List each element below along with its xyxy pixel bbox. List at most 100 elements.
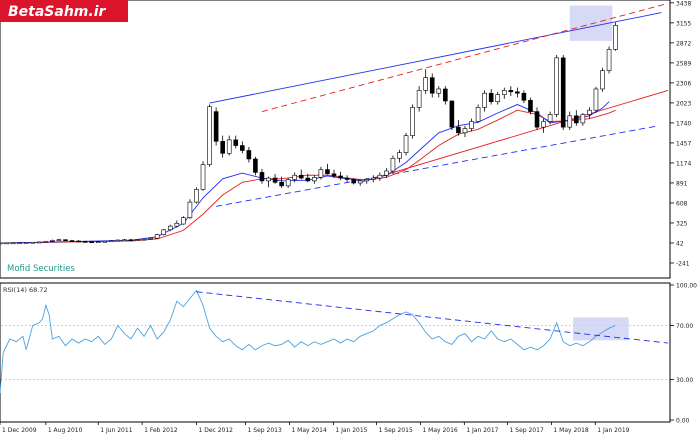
- candle-body: [240, 145, 245, 151]
- candle-body: [462, 128, 468, 134]
- main-trendlines: [209, 2, 669, 207]
- candle-body: [508, 90, 514, 93]
- candle-body: [534, 111, 540, 128]
- candle-body: [384, 170, 389, 176]
- candle-body: [475, 107, 481, 122]
- y-tick-label: 1457: [676, 140, 691, 147]
- candle-body: [128, 239, 134, 242]
- candle-body: [587, 109, 592, 115]
- candle-body: [253, 158, 258, 173]
- candle-body: [279, 182, 284, 187]
- candle-body: [135, 239, 140, 241]
- y-tick-label: 2306: [676, 80, 691, 87]
- candle-body: [331, 173, 337, 177]
- candle-body: [403, 135, 409, 153]
- x-tick-label: 1 Jan 2019: [597, 427, 629, 434]
- candle-body: [449, 100, 455, 128]
- x-tick-label: 1 Dec 2012: [198, 427, 233, 434]
- candle-body: [567, 115, 573, 128]
- candle-body: [292, 174, 298, 180]
- candle-body: [390, 157, 396, 172]
- candle-body: [161, 229, 167, 235]
- candle-body: [613, 25, 618, 50]
- watermark: BetaSahm.ir: [0, 0, 128, 22]
- candle-body: [593, 88, 599, 111]
- x-tick-label: 1 Feb 2012: [144, 427, 178, 434]
- x-tick-label: 1 Dec 2009: [2, 427, 37, 434]
- y-tick-label: -241: [676, 260, 690, 267]
- candle-body: [436, 88, 442, 94]
- candle-body: [167, 225, 173, 231]
- candle-body: [370, 177, 376, 180]
- x-tick-label: 1 Jan 2015: [335, 427, 367, 434]
- candle-body: [285, 179, 291, 187]
- x-tick-label: 1 Sep 2015: [379, 427, 413, 434]
- candle-body: [43, 240, 49, 243]
- candle-body: [515, 91, 520, 94]
- candle-body: [23, 242, 29, 244]
- candle-body: [574, 115, 579, 124]
- x-tick-label: 1 Jun 2011: [100, 427, 132, 434]
- candle-body: [194, 189, 199, 203]
- rsi-trendline: [196, 291, 669, 344]
- x-tick-label: 1 Sep 2013: [248, 427, 282, 434]
- candle-body: [4, 242, 9, 245]
- y-tick-label: 608: [676, 200, 688, 207]
- candle-body: [600, 70, 605, 90]
- y-tick-label: 891: [676, 180, 688, 187]
- candle-body: [351, 179, 356, 184]
- candle-body: [246, 150, 252, 160]
- candle-body: [357, 180, 363, 184]
- candle-body: [305, 177, 311, 182]
- rsi-trendline: [196, 291, 669, 344]
- y-tick-label: 325: [676, 220, 688, 227]
- candle-body: [495, 94, 501, 103]
- candle-body: [344, 177, 350, 180]
- rsi-series: [0, 289, 616, 394]
- candle-body: [36, 241, 42, 244]
- candle-body: [501, 90, 507, 95]
- candle-body: [554, 57, 559, 115]
- y-tick-label: 2589: [676, 60, 691, 67]
- candle-body: [560, 57, 566, 128]
- candle-body: [89, 241, 94, 244]
- rsi-y-tick-label: 100.00: [676, 283, 697, 290]
- watermark-text: BetaSahm.ir: [8, 4, 107, 20]
- x-tick-label: 1 May 2014: [291, 427, 326, 434]
- candle-body: [521, 92, 527, 101]
- x-tick-label: 1 May 2018: [553, 427, 588, 434]
- candle-body: [187, 201, 193, 218]
- main-highlight-box: [569, 5, 613, 41]
- candle-body: [115, 239, 121, 242]
- trendline: [216, 126, 655, 207]
- trendline: [261, 2, 669, 113]
- candle-body: [456, 126, 461, 134]
- candle-body: [482, 92, 487, 108]
- y-tick-label: 1174: [676, 160, 691, 167]
- candle-body: [226, 139, 232, 154]
- candle-body: [259, 172, 265, 182]
- candle-body: [429, 77, 435, 94]
- x-tick-label: 1 Jan 2017: [466, 427, 498, 434]
- candle-body: [174, 223, 180, 227]
- candle-body: [207, 106, 212, 165]
- candle-body: [213, 111, 219, 142]
- candle-body: [416, 90, 422, 108]
- rsi-plot-frame: [0, 282, 671, 423]
- rsi-line: [0, 289, 616, 394]
- trendline: [360, 89, 669, 183]
- rsi-highlight-box: [573, 317, 629, 341]
- watermark-bg: [0, 0, 128, 22]
- candle-body: [200, 164, 206, 190]
- candle-body: [0, 242, 3, 245]
- candles: [0, 22, 618, 245]
- candle-body: [528, 99, 533, 112]
- candle-body: [102, 240, 108, 243]
- candle-body: [10, 242, 16, 245]
- x-tick-labels: 1 Dec 2009 1 Aug 2010 1 Jun 2011 1 Feb 2012…: [0, 422, 630, 434]
- candle-body: [397, 152, 402, 159]
- candle-body: [410, 107, 415, 136]
- candle-body: [30, 241, 36, 244]
